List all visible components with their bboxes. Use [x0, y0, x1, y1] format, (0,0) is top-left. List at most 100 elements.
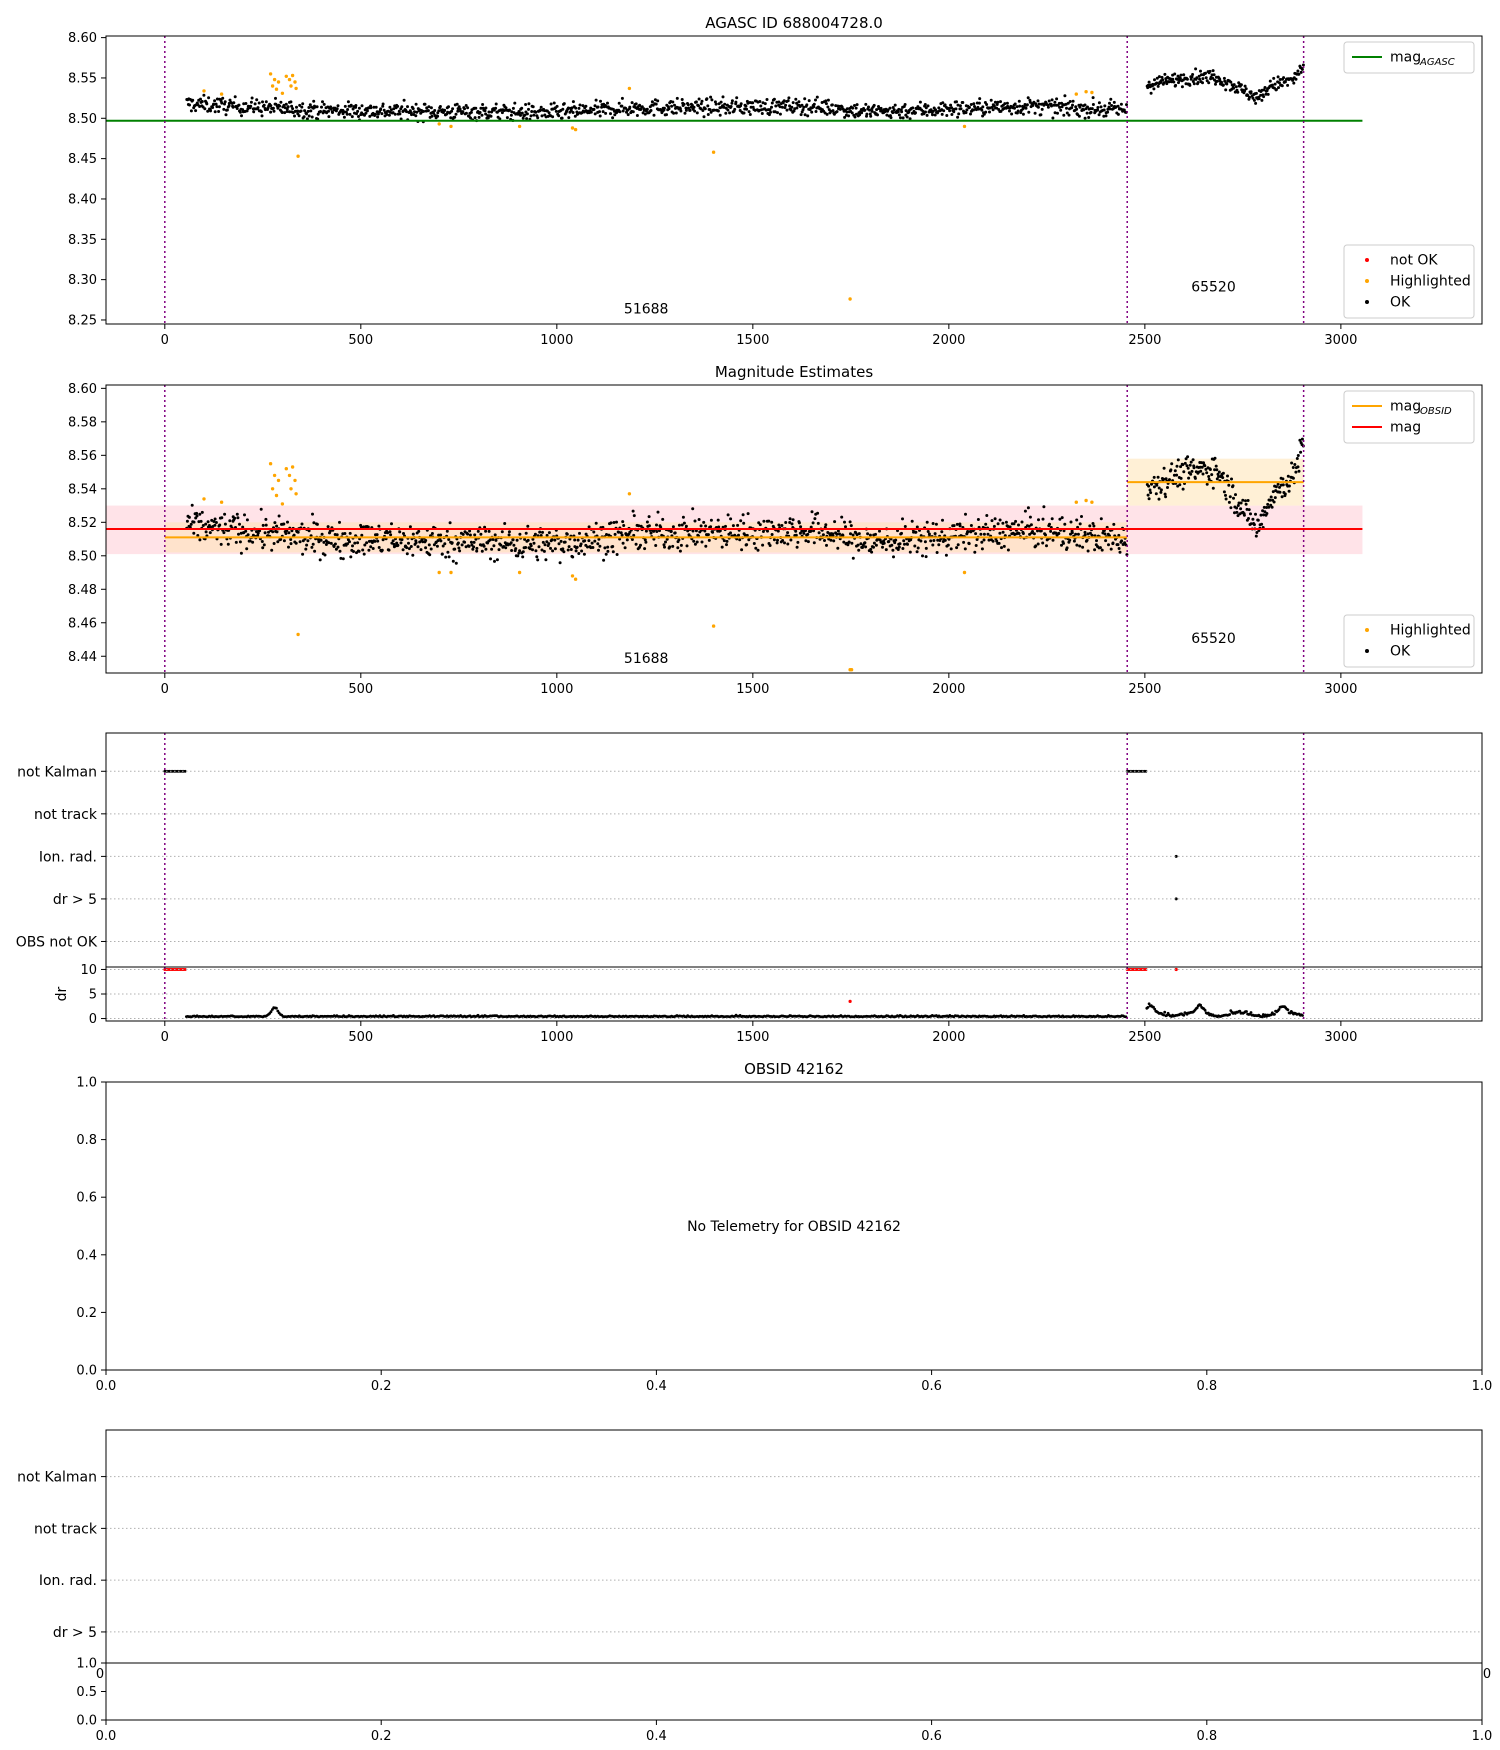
mag-ok-point	[985, 514, 989, 517]
mag-ok-point	[451, 559, 455, 563]
agasc-ok-point	[1077, 114, 1081, 118]
agasc-xtick-label: 500	[348, 333, 373, 348]
dr-ok-point	[1182, 1013, 1186, 1017]
agasc-ok-point	[1197, 74, 1201, 78]
bottom-ytick-label: 0.5	[76, 1685, 97, 1700]
mag-ok-point	[901, 547, 905, 550]
bottom-overlap-label: 0	[96, 1667, 104, 1682]
mag-highlighted-point	[276, 478, 281, 483]
mag-ok-point	[1017, 532, 1021, 535]
mag-ok-point	[874, 543, 878, 547]
mag-ok-point	[1186, 466, 1190, 470]
mag-highlighted-point	[280, 502, 285, 506]
mag-ok-point	[706, 533, 710, 537]
agasc-ok-point	[189, 109, 193, 113]
mag-highlighted-point	[290, 465, 295, 469]
mag-ok-point	[1200, 465, 1204, 469]
flags2-category-label: dr > 5	[53, 1625, 97, 1641]
mag-ok-point	[460, 543, 464, 547]
mag-ok-point	[762, 519, 766, 523]
mag-ok-point	[1263, 510, 1267, 514]
dr-ok-point	[1162, 1013, 1165, 1017]
mag-ok-point	[806, 532, 810, 536]
mag-ok-point	[1028, 532, 1032, 536]
agasc-ok-point	[282, 103, 286, 107]
mag-ok-point	[836, 546, 840, 550]
agasc-ok-point	[456, 109, 460, 113]
mag-ok-point	[870, 550, 874, 554]
agasc-ok-point	[705, 97, 709, 101]
agasc-ok-point	[1083, 116, 1087, 120]
mag-ok-point	[1291, 466, 1295, 469]
mag-ok-point	[1262, 505, 1266, 509]
mag-ok-point	[812, 541, 816, 545]
mag-ok-point	[1072, 539, 1076, 543]
mag-ok-point	[908, 550, 912, 554]
agasc-ok-point	[1067, 113, 1071, 117]
mag-ok-point	[562, 550, 566, 554]
mag-ok-point	[1099, 517, 1103, 521]
mag-ok-point	[1300, 437, 1304, 441]
agasc-ok-point	[1222, 76, 1226, 80]
mag-ok-point	[1107, 543, 1110, 547]
agasc-ok-point	[891, 106, 895, 109]
mag-ok-point	[305, 543, 309, 547]
agasc-ok-point	[620, 104, 624, 108]
mag-ok-point	[597, 548, 600, 552]
agasc-ok-point	[567, 116, 571, 120]
agasc-ok-point	[369, 106, 373, 110]
mag-ok-point	[565, 532, 569, 536]
mag-ok-point	[1039, 529, 1043, 533]
agasc-ok-point	[598, 114, 602, 118]
mag-ok-point	[962, 540, 966, 544]
agasc-ok-point	[974, 108, 978, 112]
mag-ok-point	[1175, 473, 1179, 477]
mag-ok-point	[963, 547, 967, 551]
agasc-ok-point	[1207, 81, 1211, 85]
mag-ok-point	[592, 530, 596, 534]
agasc-ok-point	[393, 112, 397, 116]
mag-ok-point	[1227, 500, 1231, 504]
agasc-ok-point	[774, 104, 778, 108]
agasc-ok-point	[287, 110, 291, 114]
mag-ok-point	[780, 524, 784, 527]
agasc-ok-point	[1036, 99, 1040, 103]
mag-ok-point	[284, 532, 288, 535]
agasc-ok-point	[233, 95, 237, 99]
mag-ok-point	[1183, 461, 1187, 465]
agasc-ok-point	[429, 106, 433, 110]
mag-ok-point	[1262, 513, 1266, 517]
agasc-ok-point	[684, 106, 688, 110]
mag-ok-point	[192, 531, 196, 535]
mag-ok-point	[1147, 497, 1151, 501]
mag-ok-point	[219, 542, 223, 546]
agasc-ok-point	[897, 107, 901, 111]
mag-ok-point	[847, 540, 851, 544]
mag-ok-point	[208, 531, 212, 535]
mag-ok-point	[441, 544, 445, 548]
mag-ok-point	[571, 555, 575, 559]
agasc-ok-point	[992, 104, 996, 108]
agasc-ok-point	[295, 105, 298, 109]
mag-ok-point	[1201, 472, 1205, 476]
mag-ok-point	[1036, 542, 1040, 546]
mag-ok-point	[809, 525, 813, 529]
agasc-ok-point	[220, 101, 224, 105]
mag-ok-point	[1181, 487, 1185, 491]
agasc-ok-point	[1065, 111, 1069, 115]
mag-highlighted-point	[711, 624, 716, 628]
agasc-highlighted-point	[711, 150, 716, 154]
mag-ok-point	[246, 533, 250, 537]
mag-ok-point	[405, 552, 409, 556]
mag-ok-point	[474, 537, 478, 541]
mag-ok-point	[1191, 458, 1195, 462]
mag-ok-point	[609, 521, 613, 525]
mag-ok-point	[1234, 493, 1237, 497]
mag-ok-point	[289, 538, 293, 541]
agasc-ok-point	[617, 101, 621, 105]
agasc-ok-point	[854, 106, 858, 110]
mag-ok-point	[550, 538, 554, 542]
mag-ok-point	[982, 532, 986, 536]
agasc-ok-point	[453, 115, 457, 119]
agasc-ok-point	[1244, 87, 1248, 91]
